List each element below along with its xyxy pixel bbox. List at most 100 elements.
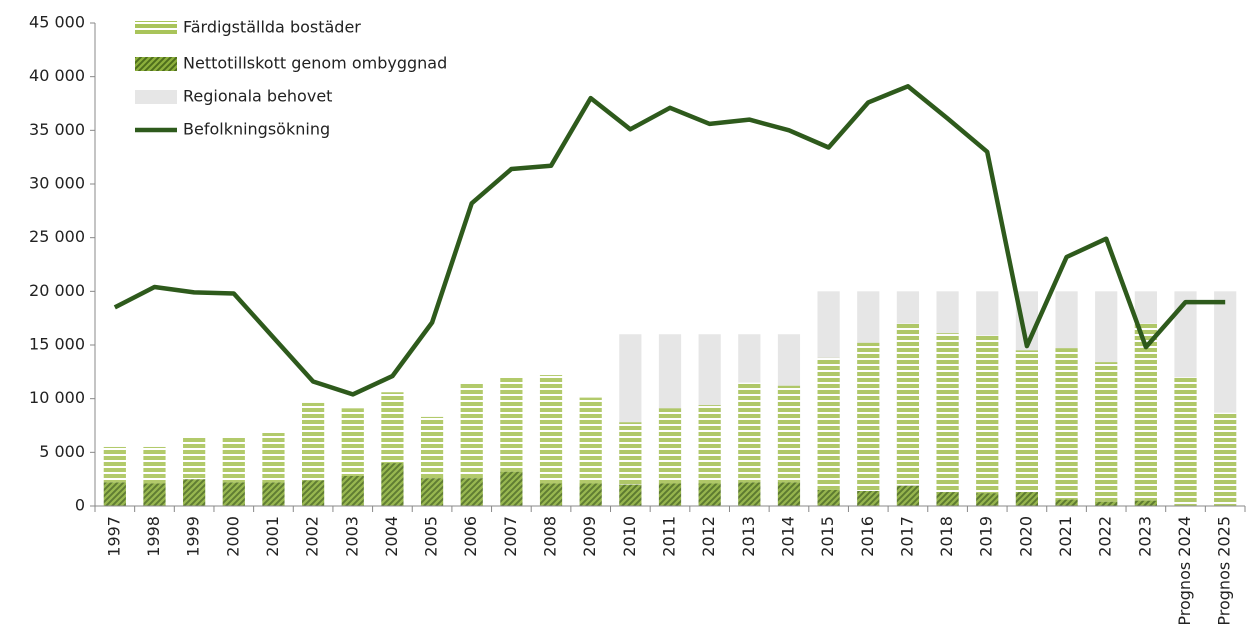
x-tick-label: 2007 bbox=[501, 516, 520, 557]
bar bbox=[857, 342, 880, 491]
x-tick-label: 2023 bbox=[1135, 516, 1154, 557]
bar bbox=[420, 416, 444, 479]
x-tick-label: 2009 bbox=[580, 516, 599, 557]
bar bbox=[817, 357, 840, 490]
bar bbox=[460, 478, 483, 506]
bar bbox=[579, 397, 602, 484]
y-tick-label: 30 000 bbox=[29, 174, 85, 193]
bar bbox=[857, 490, 880, 506]
bar bbox=[539, 375, 563, 484]
bar bbox=[1134, 323, 1157, 501]
x-tick-label: 2013 bbox=[739, 516, 758, 557]
x-tick-label: 2016 bbox=[858, 516, 877, 557]
legend-label: Färdigställda bostäder bbox=[183, 18, 361, 37]
bar bbox=[1095, 501, 1118, 506]
bar bbox=[1214, 412, 1237, 506]
x-tick-label: Prognos 2024 bbox=[1175, 516, 1194, 626]
legend-label: Nettotillskott genom ombyggnad bbox=[183, 54, 447, 73]
bar bbox=[1055, 348, 1078, 500]
bar bbox=[698, 405, 721, 484]
y-tick-label: 45 000 bbox=[29, 13, 85, 32]
bar bbox=[1095, 362, 1118, 502]
x-tick-label: 2011 bbox=[660, 516, 679, 557]
bar bbox=[1015, 350, 1038, 493]
legend-label: Befolkningsökning bbox=[183, 120, 330, 139]
bar bbox=[381, 463, 404, 506]
y-tick-label: 40 000 bbox=[29, 66, 85, 85]
bar bbox=[698, 483, 721, 506]
bar bbox=[143, 446, 166, 484]
bar bbox=[103, 446, 126, 483]
bar bbox=[579, 483, 602, 506]
x-tick-label: 2006 bbox=[461, 516, 480, 557]
bar bbox=[936, 333, 959, 493]
x-tick-label: 2019 bbox=[977, 516, 996, 557]
bar bbox=[658, 408, 682, 484]
bar bbox=[777, 482, 801, 506]
x-tick-label: 2010 bbox=[620, 516, 639, 557]
x-tick-label: 1997 bbox=[104, 516, 123, 557]
y-tick-label: 20 000 bbox=[29, 281, 85, 300]
bar bbox=[1015, 492, 1038, 506]
y-tick-label: 15 000 bbox=[29, 335, 85, 354]
bar bbox=[976, 335, 999, 494]
y-tick-label: 10 000 bbox=[29, 388, 85, 407]
y-tick-label: 5 000 bbox=[39, 442, 85, 461]
bar bbox=[183, 436, 206, 480]
x-tick-label: 2022 bbox=[1096, 516, 1115, 557]
x-tick-label: 2014 bbox=[778, 516, 797, 557]
bar bbox=[658, 483, 682, 506]
bar bbox=[619, 484, 642, 506]
bar bbox=[302, 480, 325, 506]
bar bbox=[817, 489, 840, 506]
bar bbox=[539, 483, 563, 506]
bar bbox=[341, 475, 364, 506]
bar bbox=[183, 479, 206, 506]
x-tick-label: 2005 bbox=[422, 516, 441, 557]
bar bbox=[936, 492, 959, 506]
bar bbox=[619, 422, 642, 485]
x-tick-label: 2017 bbox=[897, 516, 916, 557]
bar bbox=[896, 323, 920, 486]
bar bbox=[222, 436, 245, 483]
x-tick-label: 2003 bbox=[342, 516, 361, 557]
bar bbox=[262, 482, 285, 506]
legend-swatch bbox=[135, 21, 177, 35]
x-tick-label: 1999 bbox=[184, 516, 203, 557]
bar bbox=[976, 493, 999, 506]
bar bbox=[896, 485, 920, 506]
x-tick-label: 2000 bbox=[223, 516, 242, 557]
bar bbox=[738, 482, 761, 506]
x-tick-label: 2008 bbox=[541, 516, 560, 557]
bar bbox=[738, 382, 761, 483]
bar bbox=[777, 385, 801, 483]
x-tick-label: 1998 bbox=[144, 516, 163, 557]
x-tick-label: 2004 bbox=[382, 516, 401, 557]
bar bbox=[302, 402, 325, 481]
line bbox=[113, 84, 1226, 397]
bar bbox=[262, 433, 285, 483]
bar bbox=[500, 377, 523, 472]
bar bbox=[1174, 377, 1197, 506]
bar bbox=[381, 392, 404, 464]
x-tick-label: 2021 bbox=[1056, 516, 1075, 557]
x-tick-label: Prognos 2025 bbox=[1215, 516, 1234, 626]
bar bbox=[1134, 500, 1157, 506]
legend-swatch bbox=[135, 90, 177, 104]
bar bbox=[341, 408, 364, 476]
y-tick-label: 35 000 bbox=[29, 120, 85, 139]
bar bbox=[1055, 499, 1078, 506]
bar bbox=[460, 383, 483, 479]
bar bbox=[103, 482, 126, 506]
y-tick-label: 0 bbox=[75, 496, 85, 515]
bar bbox=[500, 471, 523, 506]
x-tick-label: 2018 bbox=[937, 516, 956, 557]
x-tick-label: 2015 bbox=[818, 516, 837, 557]
x-tick-label: 2001 bbox=[263, 516, 282, 557]
legend-swatch bbox=[135, 57, 177, 71]
bar bbox=[222, 482, 245, 506]
legend-label: Regionala behovet bbox=[183, 87, 332, 106]
bar bbox=[143, 483, 166, 506]
bar bbox=[420, 478, 444, 506]
